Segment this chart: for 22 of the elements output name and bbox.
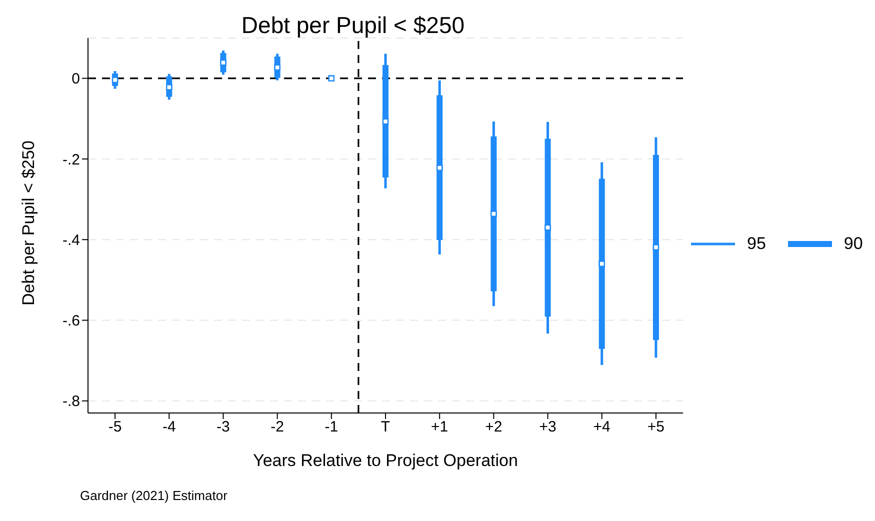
legend-label: 90 [844,234,863,254]
chart-title: Debt per Pupil < $250 [240,12,466,39]
x-tick-label: +3 [539,418,556,436]
x-tick-label: -2 [270,418,284,436]
y-axis-title: Debt per Pupil < $250 [19,140,38,306]
x-tick-label: -1 [324,418,338,436]
x-tick-label: -4 [162,418,176,436]
x-tick-label: +4 [593,418,610,436]
x-tick-label: +5 [647,418,665,436]
x-tick-label: +1 [431,418,448,436]
x-tick-label: T [380,418,390,436]
x-tick-label: +2 [485,418,502,436]
x-tick-label: -5 [108,418,122,436]
y-tick-label: -.8 [62,393,80,410]
y-tick-label: 0 [72,70,80,88]
x-tick-label: -3 [216,418,230,436]
y-tick-label: -.2 [62,151,80,168]
x-axis-title: Years Relative to Project Operation [253,451,518,470]
y-tick-label: -.4 [62,232,80,249]
legend-label: 95 [747,234,766,254]
y-tick-label: -.6 [62,312,80,330]
text: Gardner (2021) Estimator [80,488,228,503]
